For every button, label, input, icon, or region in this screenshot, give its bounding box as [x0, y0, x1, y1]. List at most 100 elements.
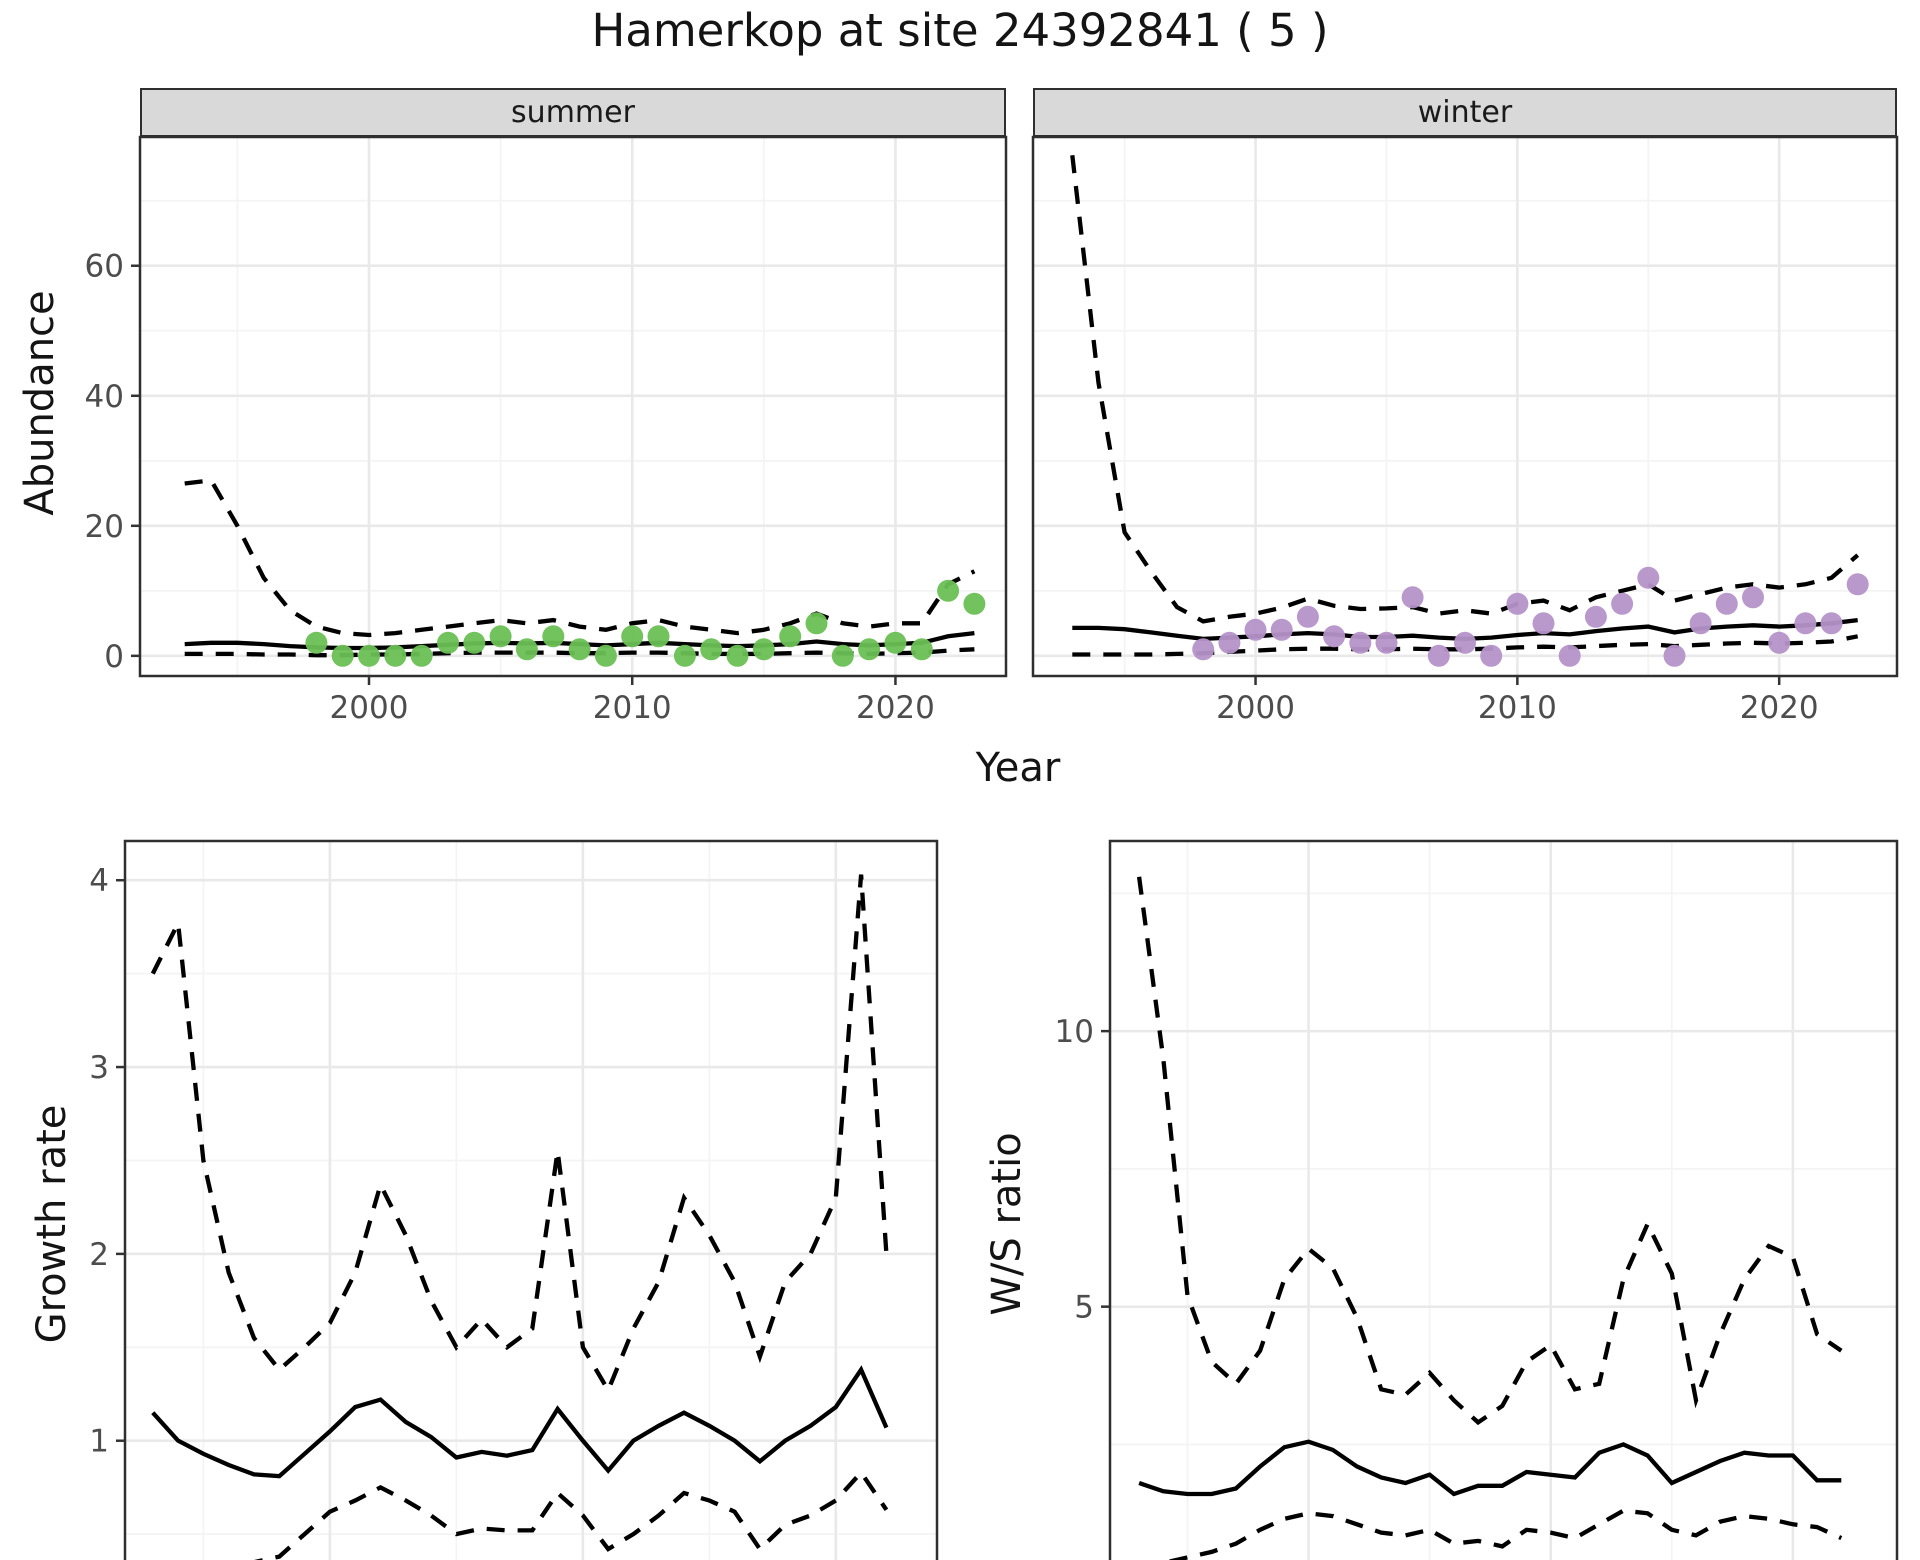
data-point: [358, 644, 380, 667]
data-point: [1296, 605, 1319, 628]
data-point: [937, 579, 960, 602]
facet-strip-summer: summer: [140, 88, 1006, 137]
data-point: [673, 644, 696, 667]
facet-strip-summer-label: summer: [511, 95, 635, 130]
data-point: [1742, 586, 1764, 609]
data-point: [1323, 625, 1346, 648]
y-tick-label: 60: [85, 249, 124, 285]
data-point: [1192, 638, 1215, 661]
panel-background: [1033, 137, 1897, 676]
year-axis-title-top: Year: [975, 745, 1061, 791]
x-tick-label: 2020: [856, 690, 935, 726]
panel-background: [140, 137, 1006, 676]
data-point: [726, 644, 749, 667]
data-point: [1244, 618, 1267, 641]
data-point: [437, 631, 459, 654]
data-point: [1584, 605, 1607, 628]
data-point: [1218, 631, 1241, 654]
panel-border: [138, 135, 1008, 678]
y-tick-label: 4: [89, 863, 109, 899]
ws-ratio-panel: 2000201020200510: [1055, 839, 1899, 1560]
y-tick-label: 1: [89, 1424, 109, 1460]
panel-lines: [1136, 876, 1843, 1560]
data-point: [1349, 631, 1372, 654]
panel-lines: [1070, 154, 1869, 667]
abundance-winter-panel: 2000 2010 2020: [1031, 135, 1899, 726]
abundance-summer-panel: 2000 2010 2020 0 20 40 60: [85, 135, 1008, 726]
lower_95ci-line: [1166, 1508, 1843, 1560]
data-point: [805, 612, 828, 635]
mean-line: [151, 1365, 889, 1479]
mean-line: [1138, 1439, 1842, 1497]
data-point: [621, 625, 644, 648]
data-point: [1558, 644, 1581, 667]
ws-ratio-axis-title: W/S ratio: [984, 1132, 1030, 1316]
panel-border: [123, 839, 939, 1560]
data-point: [779, 625, 802, 648]
y-tick-label: 0: [104, 639, 124, 675]
upper_95ci-line: [150, 874, 889, 1396]
y-tick-label: 20: [85, 509, 124, 545]
data-point: [700, 638, 723, 661]
data-point: [752, 638, 775, 661]
panel-lines: [184, 477, 986, 667]
data-point: [515, 638, 538, 661]
y-tick-label: 40: [85, 379, 124, 415]
data-point: [1611, 592, 1634, 615]
x-tick-label: 2000: [1216, 690, 1295, 726]
y-tick-label: 2: [89, 1237, 109, 1273]
x-tick-label: 2000: [330, 690, 409, 726]
data-point: [1715, 592, 1738, 615]
data-point: [1454, 631, 1476, 654]
data-point: [331, 644, 354, 667]
facet-strip-winter: winter: [1033, 88, 1897, 137]
data-point: [1768, 631, 1791, 654]
abundance-axis-title: Abundance: [17, 290, 63, 516]
growth-rate-axis-title: Growth rate: [29, 1104, 75, 1344]
page-title: Hamerkop at site 24392841 ( 5 ): [591, 4, 1329, 57]
data-point: [1689, 612, 1712, 635]
data-point: [463, 631, 486, 654]
data-point: [1532, 612, 1555, 635]
panel-lines: [150, 874, 889, 1560]
y-tick-label: 5: [1074, 1290, 1094, 1326]
x-tick-label: 2010: [1478, 690, 1557, 726]
x-tick-label: 2010: [593, 690, 672, 726]
data-point: [305, 631, 328, 654]
x-tick-label: 2020: [1740, 690, 1819, 726]
data-point: [1846, 573, 1869, 596]
data-point: [858, 638, 881, 661]
data-point: [1427, 644, 1450, 667]
panel-border: [1031, 135, 1899, 678]
data-point: [1480, 644, 1503, 667]
upper_95ci-line: [184, 477, 976, 638]
data-point: [489, 625, 512, 648]
panel-border: [1108, 839, 1899, 1560]
upper_95ci-line: [1136, 876, 1843, 1426]
data-point: [542, 625, 565, 648]
data-point: [1375, 631, 1398, 654]
data-point: [1820, 612, 1843, 635]
data-point: [647, 625, 670, 648]
data-point: [963, 592, 986, 615]
data-point: [831, 644, 854, 667]
panel-background: [1110, 841, 1897, 1560]
data-point: [884, 631, 907, 654]
data-point: [1506, 592, 1529, 615]
y-tick-label: 10: [1055, 1014, 1094, 1050]
data-point: [910, 638, 933, 661]
data-point: [1270, 618, 1293, 641]
upper_95ci-line: [1070, 154, 1860, 624]
data-point: [568, 638, 591, 661]
data-point: [410, 644, 433, 667]
y-tick-label: 3: [89, 1050, 109, 1086]
lower_95ci-line: [253, 1469, 889, 1560]
data-point: [594, 644, 617, 667]
data-point: [384, 644, 407, 667]
data-point: [1401, 586, 1424, 609]
facet-strip-winter-label: winter: [1417, 95, 1513, 130]
data-point: [1794, 612, 1817, 635]
